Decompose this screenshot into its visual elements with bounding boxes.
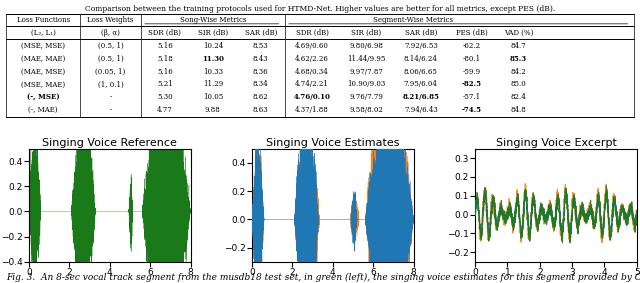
Text: 8.43: 8.43 [253, 55, 269, 63]
Title: Singing Voice Reference: Singing Voice Reference [42, 138, 177, 148]
Text: -: - [109, 106, 111, 114]
Text: SIR (dB): SIR (dB) [351, 29, 381, 37]
Text: (-, MAE): (-, MAE) [28, 106, 58, 114]
Text: (0.5, 1): (0.5, 1) [97, 42, 124, 50]
Text: 82.4: 82.4 [511, 93, 526, 101]
Text: 10.90/9.03: 10.90/9.03 [348, 80, 385, 88]
Text: SIR (dB): SIR (dB) [198, 29, 228, 37]
Text: 10.24: 10.24 [203, 42, 223, 50]
Text: -57.1: -57.1 [463, 93, 481, 101]
Text: Segment-Wise Metrics: Segment-Wise Metrics [372, 16, 453, 24]
Text: 7.94/6.43: 7.94/6.43 [404, 106, 438, 114]
Text: SAR (dB): SAR (dB) [244, 29, 277, 37]
Text: 8.36: 8.36 [253, 68, 269, 76]
Text: 5.21: 5.21 [157, 80, 173, 88]
Text: 4.77: 4.77 [157, 106, 173, 114]
Text: 8.63: 8.63 [253, 106, 269, 114]
Text: 4.69/0.60: 4.69/0.60 [295, 42, 329, 50]
Text: 7.92/6.53: 7.92/6.53 [404, 42, 438, 50]
Text: 9.76/7.79: 9.76/7.79 [349, 93, 383, 101]
Title: Singing Voice Estimates: Singing Voice Estimates [266, 138, 399, 148]
Title: Singing Voice Excerpt: Singing Voice Excerpt [495, 138, 616, 148]
Text: 4.74/2.21: 4.74/2.21 [295, 80, 329, 88]
Text: (L₂, L₁): (L₂, L₁) [31, 29, 56, 37]
Text: (MSE, MAE): (MSE, MAE) [21, 80, 65, 88]
Text: 85.0: 85.0 [511, 80, 526, 88]
Text: 8.06/6.65: 8.06/6.65 [404, 68, 438, 76]
Text: -62.2: -62.2 [463, 42, 481, 50]
Text: 5.18: 5.18 [157, 55, 173, 63]
Text: 11.30: 11.30 [202, 55, 224, 63]
Text: 10.05: 10.05 [203, 93, 223, 101]
Text: (0.5, 1): (0.5, 1) [97, 55, 124, 63]
Text: Loss Weights: Loss Weights [87, 16, 134, 24]
Text: -74.5: -74.5 [462, 106, 482, 114]
Text: SAR (dB): SAR (dB) [404, 29, 437, 37]
Text: 4.37/1.88: 4.37/1.88 [295, 106, 329, 114]
Text: 4.76/0.10: 4.76/0.10 [294, 93, 330, 101]
Text: 11.29: 11.29 [203, 80, 223, 88]
Text: 9.97/7.87: 9.97/7.87 [349, 68, 383, 76]
Text: SDR (dB): SDR (dB) [296, 29, 328, 37]
Text: 84.8: 84.8 [511, 106, 526, 114]
Text: Song-Wise Metrics: Song-Wise Metrics [180, 16, 246, 24]
Text: 8.21/6.85: 8.21/6.85 [403, 93, 439, 101]
Text: VAD (%): VAD (%) [504, 29, 533, 37]
Text: 4.62/2.26: 4.62/2.26 [295, 55, 329, 63]
Text: 5.16: 5.16 [157, 42, 173, 50]
Text: 8.34: 8.34 [253, 80, 269, 88]
Text: 8.62: 8.62 [253, 93, 269, 101]
Text: -: - [109, 93, 111, 101]
Text: -82.5: -82.5 [462, 80, 482, 88]
Text: -80.1: -80.1 [463, 55, 481, 63]
Text: PES (dB): PES (dB) [456, 29, 488, 37]
Text: (MAE, MSE): (MAE, MSE) [21, 68, 65, 76]
Text: 11.44/9.95: 11.44/9.95 [348, 55, 385, 63]
Text: (1, 0.1): (1, 0.1) [97, 80, 124, 88]
Text: 84.2: 84.2 [511, 68, 526, 76]
Text: -59.9: -59.9 [463, 68, 481, 76]
Text: 5.30: 5.30 [157, 93, 173, 101]
Text: 8.14/6.24: 8.14/6.24 [404, 55, 438, 63]
Text: 9.80/6.98: 9.80/6.98 [349, 42, 383, 50]
Text: 4.68/0.34: 4.68/0.34 [295, 68, 329, 76]
Text: 7.95/6.04: 7.95/6.04 [404, 80, 438, 88]
Text: 9.58/8.02: 9.58/8.02 [349, 106, 383, 114]
Text: 8.53: 8.53 [253, 42, 269, 50]
Text: Comparison between the training protocols used for HTMD-Net. Higher values are b: Comparison between the training protocol… [85, 5, 555, 12]
Text: (-, MSE): (-, MSE) [27, 93, 60, 101]
Text: 84.7: 84.7 [511, 42, 526, 50]
Text: SDR (dB): SDR (dB) [148, 29, 181, 37]
Text: Fig. 3.  An 8-sec vocal track segment from the musdb18 test set, in green (left): Fig. 3. An 8-sec vocal track segment fro… [6, 273, 640, 282]
Text: 5.16: 5.16 [157, 68, 173, 76]
Text: (MSE, MSE): (MSE, MSE) [21, 42, 65, 50]
Text: (0.05, 1): (0.05, 1) [95, 68, 125, 76]
Text: 9.88: 9.88 [205, 106, 221, 114]
Text: (β, α): (β, α) [101, 29, 120, 37]
Text: 85.3: 85.3 [510, 55, 527, 63]
Text: (MAE, MAE): (MAE, MAE) [21, 55, 65, 63]
Text: Loss Functions: Loss Functions [17, 16, 70, 24]
Text: 10.33: 10.33 [203, 68, 223, 76]
